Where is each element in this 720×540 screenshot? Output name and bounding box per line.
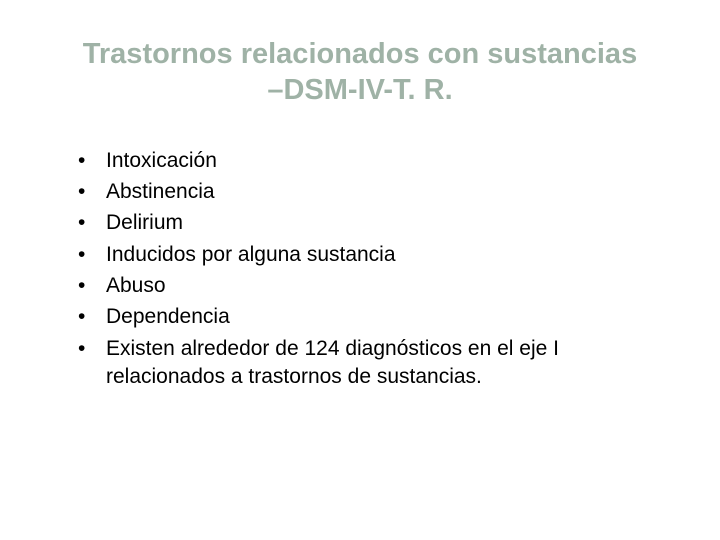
- list-item: Existen alrededor de 124 diagnósticos en…: [70, 335, 660, 392]
- list-item: Abstinencia: [70, 178, 660, 206]
- list-item: Intoxicación: [70, 147, 660, 175]
- list-item: Delirium: [70, 209, 660, 237]
- list-item: Inducidos por alguna sustancia: [70, 241, 660, 269]
- list-item: Dependencia: [70, 303, 660, 331]
- list-item: Abuso: [70, 272, 660, 300]
- slide-container: Trastornos relacionados con sustancias –…: [0, 0, 720, 540]
- bullet-list: Intoxicación Abstinencia Delirium Induci…: [60, 147, 660, 392]
- slide-title: Trastornos relacionados con sustancias –…: [60, 36, 660, 109]
